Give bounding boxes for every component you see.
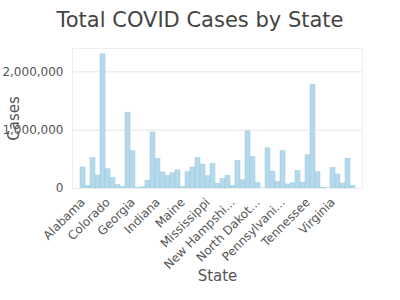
svg-text:Mississippi: Mississippi [157, 195, 213, 251]
svg-text:New Hampshi...: New Hampshi... [161, 195, 238, 272]
svg-text:Georgia: Georgia [94, 195, 138, 239]
svg-text:0: 0 [56, 181, 64, 195]
svg-text:Maine: Maine [152, 195, 188, 231]
svg-text:Indiana: Indiana [121, 195, 163, 237]
svg-text:1,000,000: 1,000,000 [2, 123, 64, 137]
svg-text:Pennsylvani...: Pennsylvani... [219, 195, 288, 264]
svg-text:State: State [198, 267, 238, 285]
svg-text:Alabama: Alabama [40, 195, 88, 243]
svg-text:2,000,000: 2,000,000 [2, 65, 63, 79]
svg-text:North Dakot...: North Dakot... [193, 195, 263, 265]
svg-text:Virginia: Virginia [296, 195, 338, 237]
svg-text:Cases: Cases [5, 96, 23, 141]
svg-text:Colorado: Colorado [65, 195, 113, 244]
svg-text:Tennessee: Tennessee [258, 195, 313, 250]
html-text:Total COVID Cases by State: Total COVID Cases by State [56, 8, 344, 32]
